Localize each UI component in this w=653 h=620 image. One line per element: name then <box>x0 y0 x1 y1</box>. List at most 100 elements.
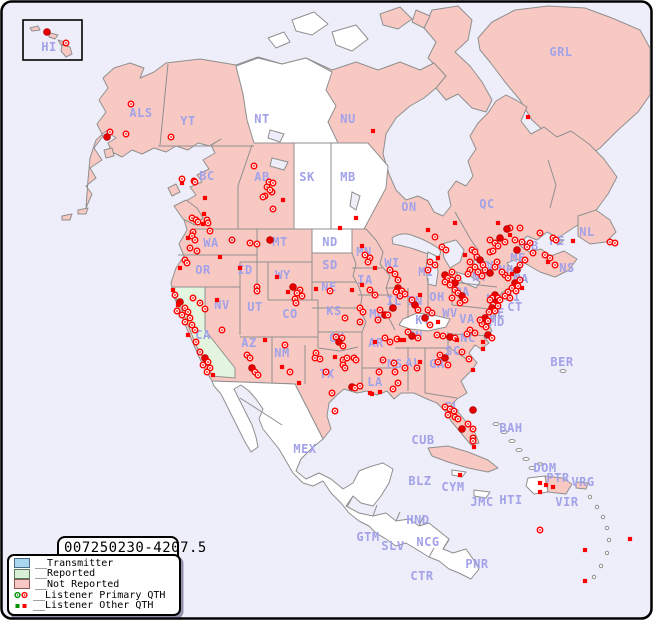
listener-primary-marker-dot <box>444 281 446 283</box>
listener-primary-marker-dot <box>125 133 127 135</box>
listener-other-marker <box>280 197 286 203</box>
region-label-me: ME <box>510 251 525 265</box>
station-marker <box>513 266 521 274</box>
listener-primary-marker-dot <box>249 357 251 359</box>
region-label-ks: KS <box>326 304 341 318</box>
listener-primary-marker-dot <box>514 239 516 241</box>
listener-primary-marker-dot <box>342 359 344 361</box>
listener-primary-marker-dot <box>416 367 418 369</box>
listener-primary-marker-dot <box>494 242 496 244</box>
listener-primary-marker-dot <box>451 271 453 273</box>
listener-primary-marker-dot <box>481 323 483 325</box>
region-label-bah: BAH <box>499 421 522 435</box>
region-label-ctr: CTR <box>410 569 433 583</box>
station-marker <box>503 225 511 233</box>
listener-primary-marker-dot <box>194 239 196 241</box>
region-ky <box>398 312 451 332</box>
listener-primary-marker-dot <box>65 42 67 44</box>
listener-other-marker <box>509 271 515 277</box>
region-label-or: OR <box>195 263 211 277</box>
region-label-ia: IA <box>357 273 373 287</box>
listener-primary-marker-dot <box>359 321 361 323</box>
listener-primary-marker-dot <box>482 264 484 266</box>
listener-primary-marker-dot <box>192 297 194 299</box>
listener-primary-marker-dot <box>484 269 486 271</box>
station-marker <box>458 425 466 433</box>
listener-other-marker <box>313 286 319 292</box>
listener-primary-marker-dot <box>532 252 534 254</box>
listener-other-marker <box>507 232 513 238</box>
listener-primary-marker-dot <box>246 354 248 356</box>
listener-other-marker <box>537 489 543 495</box>
legend-row-listener-primary: __Listener Primary QTH <box>14 590 177 601</box>
listener-other-marker <box>262 337 268 343</box>
listener-other-marker <box>401 337 407 343</box>
region-label-hti: HTI <box>499 493 522 507</box>
listener-primary-marker-dot <box>529 242 531 244</box>
callsign-text: 007250230-4207.5 <box>64 540 207 556</box>
jamaica-shape <box>473 489 491 499</box>
station-marker <box>389 304 397 312</box>
region-label-qc: QC <box>479 197 494 211</box>
listener-primary-marker-dot <box>342 345 344 347</box>
region-label-wv: WV <box>442 306 457 320</box>
region-label-yt: YT <box>180 114 195 128</box>
region-label-slv: SLV <box>381 539 404 553</box>
listener-primary-marker-dot <box>314 357 316 359</box>
listener-primary-marker-dot <box>431 312 433 314</box>
legend-row-listener-other: __Listener Other QTH <box>14 600 177 611</box>
listener-primary-marker-dot <box>199 302 201 304</box>
region-label-ptr: PTR <box>546 471 569 485</box>
mexico-central-america <box>211 380 480 580</box>
region-label-wi: WI <box>384 256 399 270</box>
cuba-shape <box>427 445 499 473</box>
listener-primary-marker-dot <box>364 254 366 256</box>
region-label-ncg: NCG <box>416 535 439 549</box>
listener-primary-marker-dot <box>384 337 386 339</box>
listener-primary-marker-dot <box>206 371 208 373</box>
listener-other-marker <box>435 319 441 325</box>
region-label-hnd: HND <box>406 513 429 527</box>
hawaii-inset <box>22 19 83 61</box>
listener-other-marker <box>372 339 378 345</box>
listener-primary-marker-dot <box>511 287 513 289</box>
listener-primary-marker-dot <box>207 222 209 224</box>
region-label-bc: BC <box>199 169 214 183</box>
listener-other-marker <box>417 292 423 298</box>
listener-primary-marker-dot <box>396 338 398 340</box>
listener-primary-marker-dot <box>467 423 469 425</box>
region-nt <box>235 57 339 144</box>
listener-other-marker <box>237 265 243 271</box>
listener-primary-marker-dot <box>109 131 111 133</box>
listener-other-marker <box>537 480 543 486</box>
listener-primary-marker-dot <box>344 367 346 369</box>
listener-primary-marker-dot <box>401 290 403 292</box>
region-label-co: CO <box>282 307 297 321</box>
listener-primary-marker-dot <box>521 241 523 243</box>
listener-primary-marker-dot <box>411 299 413 301</box>
listener-primary-marker-dot <box>189 317 191 319</box>
listener-primary-marker-dot <box>186 262 188 264</box>
listener-primary-marker-dot <box>130 103 132 105</box>
listener-primary-marker-dot <box>519 264 521 266</box>
listener-primary-marker-dot <box>262 196 264 198</box>
listener-other-marker <box>201 211 207 217</box>
listener-other-marker <box>296 380 302 386</box>
listener-markers <box>43 28 633 584</box>
listener-other-marker <box>495 220 501 226</box>
listener-other-marker <box>457 472 463 478</box>
listener-primary-marker-dot <box>199 351 201 353</box>
region-label-on: ON <box>401 200 416 214</box>
great-slave-lake <box>269 157 289 171</box>
listener-primary-marker-dot <box>374 294 376 296</box>
listener-primary-marker-dot <box>549 257 551 259</box>
listener-primary-marker-dot <box>194 329 196 331</box>
region-label-ns: NS <box>559 261 574 275</box>
listener-primary-marker-dot <box>515 290 517 292</box>
listener-primary-marker-dot <box>454 289 456 291</box>
listener-primary-marker-dot <box>496 261 498 263</box>
listener-other-marker <box>582 578 588 584</box>
listener-primary-marker-dot <box>176 310 178 312</box>
